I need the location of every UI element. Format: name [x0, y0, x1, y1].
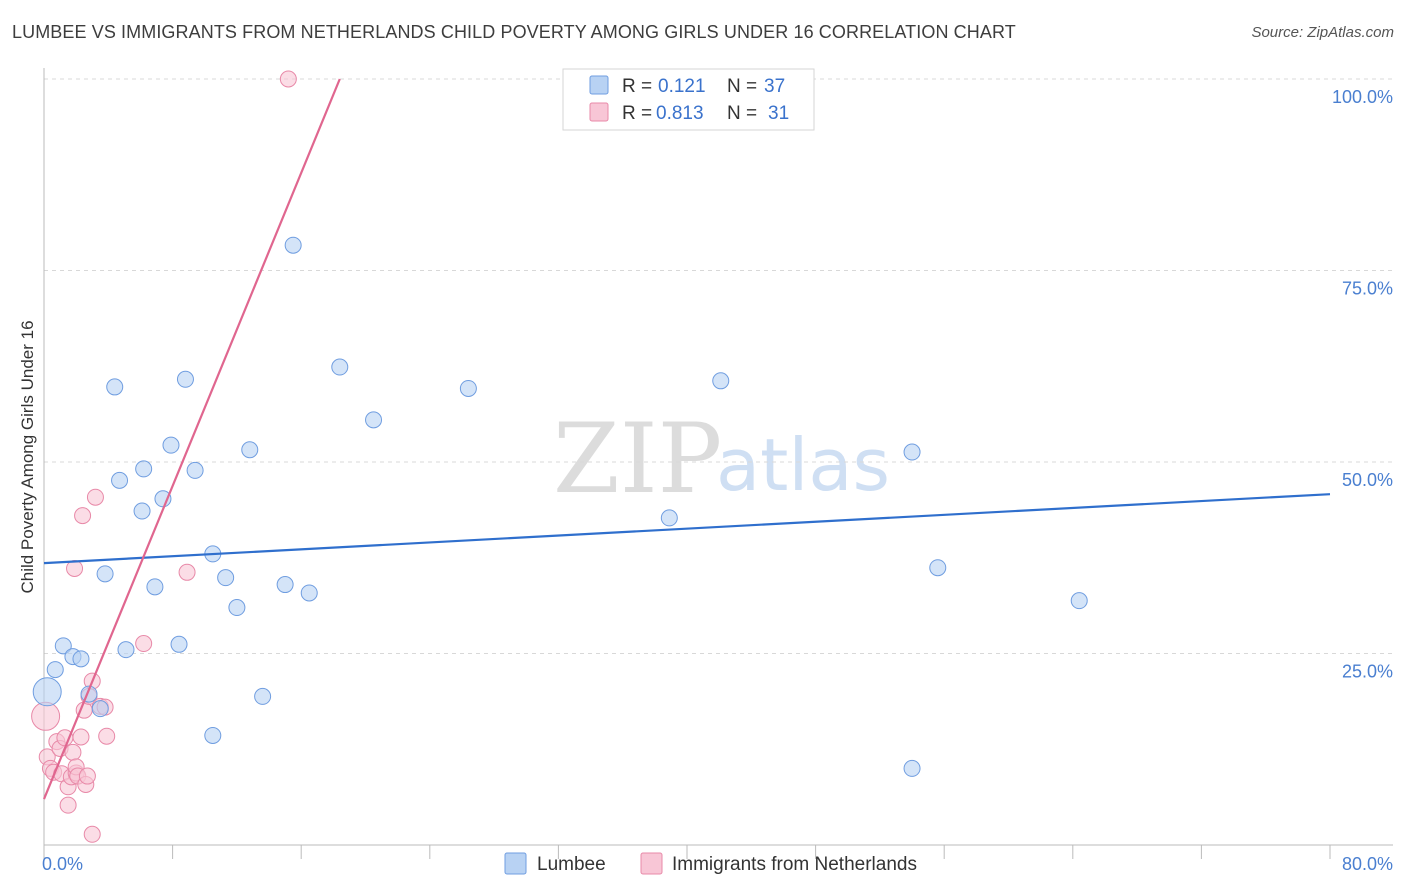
source-credit: Source: ZipAtlas.com — [1251, 24, 1394, 41]
y-tick-label-3: 100.0% — [1332, 87, 1393, 107]
y-axis-label: Child Poverty Among Girls Under 16 — [18, 320, 37, 593]
lumbee-point-7 — [96, 565, 114, 583]
legend-swatch-lumbee — [589, 75, 609, 95]
x-tick-label-1: 80.0% — [1342, 854, 1393, 874]
netherlands-point-11 — [64, 743, 82, 761]
netherlands-point-23 — [83, 825, 101, 843]
x-tick-labels: 0.0% 80.0% — [42, 854, 1393, 874]
lumbee-point-11 — [133, 502, 151, 520]
netherlands-point-30 — [279, 70, 297, 88]
lumbee-point-10 — [117, 641, 135, 659]
bottom-legend-swatch-netherlands — [640, 852, 663, 875]
watermark-zip: ZIP — [553, 403, 722, 515]
stats-legend: R = 0.121 N = 37 R = 0.813 N = 31 — [562, 68, 815, 131]
lumbee-point-18 — [186, 461, 204, 479]
lumbee-point-0 — [32, 677, 62, 707]
chart-title: LUMBEE VS IMMIGRANTS FROM NETHERLANDS CH… — [12, 22, 1016, 42]
lumbee-point-36 — [1070, 592, 1088, 610]
lumbee-point-9 — [111, 471, 129, 489]
legend-swatch-netherlands — [589, 102, 609, 122]
lumbee-point-30 — [459, 379, 477, 397]
bottom-legend-swatch-lumbee — [504, 852, 527, 875]
series-legend: Lumbee Immigrants from Netherlands — [504, 852, 917, 875]
lumbee-point-22 — [228, 599, 246, 617]
netherlands-point-20 — [78, 767, 96, 785]
netherlands-point-29 — [178, 563, 196, 581]
gridlines — [44, 78, 1393, 654]
lumbee-point-32 — [712, 372, 730, 390]
netherlands-point-27 — [98, 727, 116, 745]
legend-n-value-lumbee: 37 — [764, 76, 785, 97]
lumbee-point-2 — [54, 637, 72, 655]
lumbee-point-29 — [365, 411, 383, 429]
lumbee-point-4 — [72, 650, 90, 668]
legend-n-label-lumbee: N = — [727, 76, 757, 97]
trend-lines — [42, 78, 1331, 800]
lumbee-point-27 — [300, 584, 318, 602]
lumbee-point-28 — [331, 358, 349, 376]
lumbee-point-15 — [162, 436, 180, 454]
series-immigrants-from-netherlands — [31, 70, 297, 843]
legend-r-value-lumbee: 0.121 — [658, 76, 706, 97]
y-tick-label-0: 25.0% — [1342, 662, 1393, 682]
lumbee-point-23 — [241, 441, 259, 459]
lumbee-point-25 — [276, 576, 294, 594]
x-tick-label-0: 0.0% — [42, 854, 83, 874]
trend-line-netherlands — [42, 78, 341, 800]
legend-n-value-netherlands: 31 — [768, 103, 789, 124]
lumbee-point-13 — [146, 578, 164, 596]
lumbee-point-8 — [106, 378, 124, 396]
legend-r-value-netherlands: 0.813 — [656, 103, 704, 124]
lumbee-point-31 — [660, 509, 678, 527]
lumbee-point-33 — [903, 443, 921, 461]
lumbee-point-19 — [204, 726, 222, 744]
lumbee-point-26 — [284, 236, 302, 254]
netherlands-point-24 — [86, 488, 104, 506]
netherlands-point-0 — [31, 701, 61, 731]
series-lumbee — [32, 236, 1088, 777]
netherlands-point-9 — [59, 796, 77, 814]
legend-r-label-lumbee: R = — [622, 76, 652, 97]
lumbee-point-6 — [91, 700, 109, 718]
lumbee-point-16 — [170, 635, 188, 653]
bottom-legend-label-lumbee: Lumbee — [537, 854, 606, 875]
lumbee-point-12 — [135, 460, 153, 478]
lumbee-point-21 — [217, 569, 235, 587]
bottom-legend-label-netherlands: Immigrants from Netherlands — [672, 854, 917, 875]
watermark: ZIP atlas — [553, 403, 890, 515]
legend-r-label-netherlands: R = — [622, 103, 652, 124]
lumbee-point-17 — [176, 370, 194, 388]
netherlands-point-17 — [74, 507, 92, 525]
trend-line-lumbee — [43, 493, 1331, 565]
legend-n-label-netherlands: N = — [727, 103, 757, 124]
y-tick-labels: 25.0% 50.0% 75.0% 100.0% — [1332, 87, 1393, 682]
lumbee-point-24 — [254, 687, 272, 705]
watermark-atlas: atlas — [716, 423, 890, 507]
lumbee-point-34 — [903, 759, 921, 777]
y-tick-label-2: 75.0% — [1342, 279, 1393, 299]
netherlands-point-28 — [135, 635, 153, 653]
y-tick-label-1: 50.0% — [1342, 470, 1393, 490]
lumbee-point-35 — [929, 559, 947, 577]
lumbee-point-1 — [46, 661, 64, 679]
netherlands-point-16 — [72, 728, 90, 746]
